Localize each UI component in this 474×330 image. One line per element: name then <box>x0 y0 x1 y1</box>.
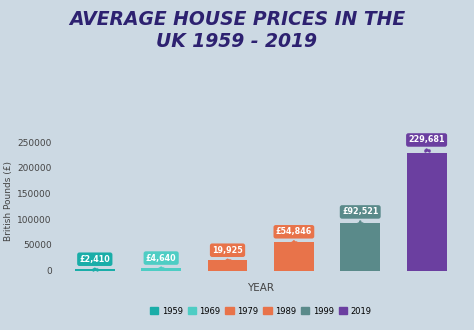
Text: 229,681: 229,681 <box>408 136 445 151</box>
Bar <box>208 260 247 271</box>
Legend: 1959, 1969, 1979, 1989, 1999, 2019: 1959, 1969, 1979, 1989, 1999, 2019 <box>146 303 375 319</box>
Text: £92,521: £92,521 <box>342 208 378 224</box>
Text: £4,640: £4,640 <box>146 253 176 269</box>
Bar <box>407 153 447 271</box>
Y-axis label: British Pounds (£): British Pounds (£) <box>4 161 13 241</box>
Bar <box>75 269 115 271</box>
Text: £2,410: £2,410 <box>80 255 110 270</box>
Text: AVERAGE HOUSE PRICES IN THE
UK 1959 - 2019: AVERAGE HOUSE PRICES IN THE UK 1959 - 20… <box>69 10 405 51</box>
Text: £54,846: £54,846 <box>276 227 312 244</box>
Bar <box>141 268 181 271</box>
X-axis label: YEAR: YEAR <box>247 283 274 293</box>
Text: 19,925: 19,925 <box>212 246 243 261</box>
Bar <box>274 243 314 271</box>
Bar <box>340 223 380 271</box>
